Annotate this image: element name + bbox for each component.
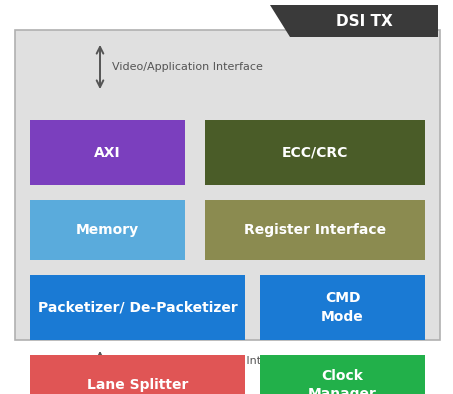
- Text: Clock
Manager: Clock Manager: [308, 369, 377, 394]
- Polygon shape: [270, 5, 438, 37]
- Text: Up to 4 Lanes DPHY PPI Interface: Up to 4 Lanes DPHY PPI Interface: [112, 357, 297, 366]
- Bar: [205, 120, 425, 185]
- Bar: [30, 120, 185, 185]
- Text: Register Interface: Register Interface: [244, 223, 386, 237]
- Bar: [30, 355, 245, 394]
- Text: Memory: Memory: [76, 223, 139, 237]
- Bar: [15, 30, 440, 340]
- Bar: [30, 275, 245, 340]
- Text: Video/Application Interface: Video/Application Interface: [112, 62, 263, 72]
- Text: Lane Splitter: Lane Splitter: [87, 378, 188, 392]
- Bar: [260, 355, 425, 394]
- Bar: [205, 200, 425, 260]
- Text: AXI: AXI: [94, 145, 121, 160]
- Bar: [260, 275, 425, 340]
- Text: CMD
Mode: CMD Mode: [321, 291, 364, 324]
- Bar: [30, 200, 185, 260]
- Text: Packetizer/ De-Packetizer: Packetizer/ De-Packetizer: [38, 301, 237, 314]
- Text: DSI TX: DSI TX: [336, 13, 392, 28]
- Text: ECC/CRC: ECC/CRC: [282, 145, 348, 160]
